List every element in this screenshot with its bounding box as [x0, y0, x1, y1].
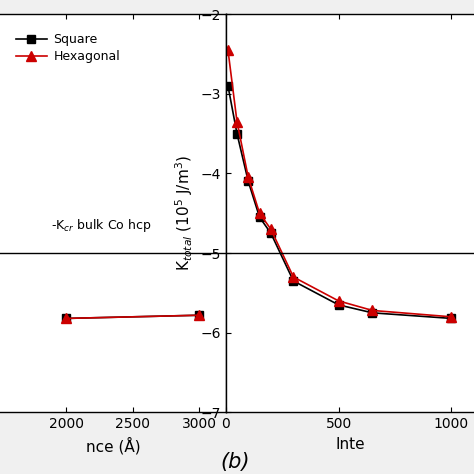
Square [64, 316, 69, 321]
Hexagonal [234, 119, 240, 125]
Square [291, 278, 296, 284]
Legend: Square, Hexagonal: Square, Hexagonal [11, 28, 125, 68]
Square [448, 316, 454, 321]
Hexagonal [257, 210, 263, 216]
Square [196, 312, 202, 318]
Hexagonal [336, 298, 341, 304]
Hexagonal [370, 308, 375, 313]
Line: Square: Square [62, 311, 203, 323]
Hexagonal [268, 227, 273, 232]
Line: Square: Square [224, 82, 456, 323]
Text: -K$_{cr}$ bulk Co hcp: -K$_{cr}$ bulk Co hcp [51, 217, 152, 234]
Square [336, 302, 341, 308]
Text: (b): (b) [221, 452, 250, 472]
Hexagonal [196, 312, 202, 318]
Square [268, 230, 273, 236]
Square [246, 179, 251, 184]
Hexagonal [225, 47, 231, 53]
Y-axis label: K$_{total}$ (10$^{5}$ J/m$^{3}$): K$_{total}$ (10$^{5}$ J/m$^{3}$) [173, 155, 195, 271]
X-axis label: nce (Å): nce (Å) [85, 437, 140, 454]
Hexagonal [64, 316, 69, 321]
Hexagonal [291, 274, 296, 280]
Line: Hexagonal: Hexagonal [223, 45, 456, 322]
Hexagonal [246, 174, 251, 180]
Square [257, 214, 263, 220]
Square [234, 131, 240, 137]
Square [370, 310, 375, 316]
Hexagonal [448, 314, 454, 319]
Square [225, 83, 231, 89]
X-axis label: Inte: Inte [335, 437, 365, 452]
Line: Hexagonal: Hexagonal [62, 310, 204, 323]
